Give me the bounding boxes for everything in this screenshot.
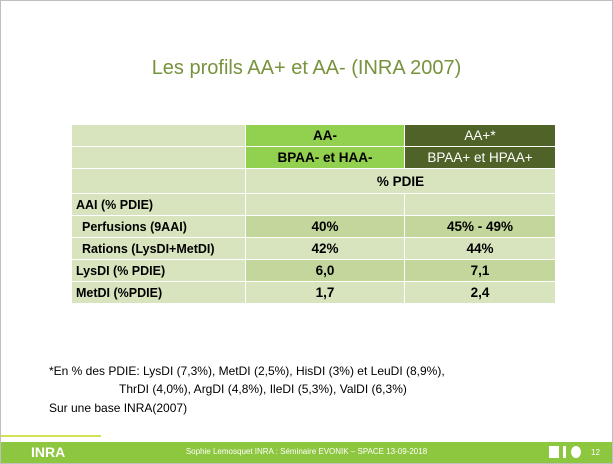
icon <box>549 446 559 458</box>
row-label: LysDI (% PDIE) <box>71 259 246 282</box>
cell <box>404 193 556 216</box>
page-number: 12 <box>591 448 600 457</box>
logo: INRA <box>31 444 66 460</box>
header-cell: BPAA+ et HPAA+ <box>404 146 556 169</box>
row-label: AAI (% PDIE) <box>71 193 246 216</box>
footnote: *En % des PDIE: LysDI (7,3%), MetDI (2,5… <box>49 364 445 378</box>
cell: 7,1 <box>404 259 556 282</box>
profile-table: AA- AA+* BPAA- et HAA- BPAA+ et HPAA+ % … <box>71 124 556 304</box>
cell: 45% - 49% <box>404 215 556 238</box>
accent-line <box>1 435 101 437</box>
slide-title: Les profils AA+ et AA- (INRA 2007) <box>151 57 462 79</box>
row-label: Rations (LysDI+MetDI) <box>71 237 246 260</box>
cell: 1,7 <box>245 281 405 304</box>
footnote: Sur une base INRA(2007) <box>49 401 188 415</box>
cell: 44% <box>404 237 556 260</box>
cell: 2,4 <box>404 281 556 304</box>
cell: 6,0 <box>245 259 405 282</box>
cell <box>245 193 405 216</box>
icon <box>563 446 566 458</box>
cell <box>71 146 246 169</box>
header-cell: AA+* <box>404 124 556 147</box>
header-cell: AA- <box>245 124 405 147</box>
header-cell: BPAA- et HAA- <box>245 146 405 169</box>
unit-cell: % PDIE <box>245 168 556 194</box>
cell: 42% <box>245 237 405 260</box>
cell <box>71 124 246 147</box>
cell <box>71 168 246 194</box>
footnote: ThrDI (4,0%), ArgDI (4,8%), IleDI (5,3%)… <box>119 382 407 396</box>
row-label: Perfusions (9AAI) <box>71 215 246 238</box>
icon <box>571 446 581 458</box>
footer-bar <box>1 442 612 463</box>
row-label: MetDI (%PDIE) <box>71 281 246 304</box>
footer-text: Sophie Lemosquet INRA : Séminaire EVONIK… <box>185 447 428 456</box>
cell: 40% <box>245 215 405 238</box>
